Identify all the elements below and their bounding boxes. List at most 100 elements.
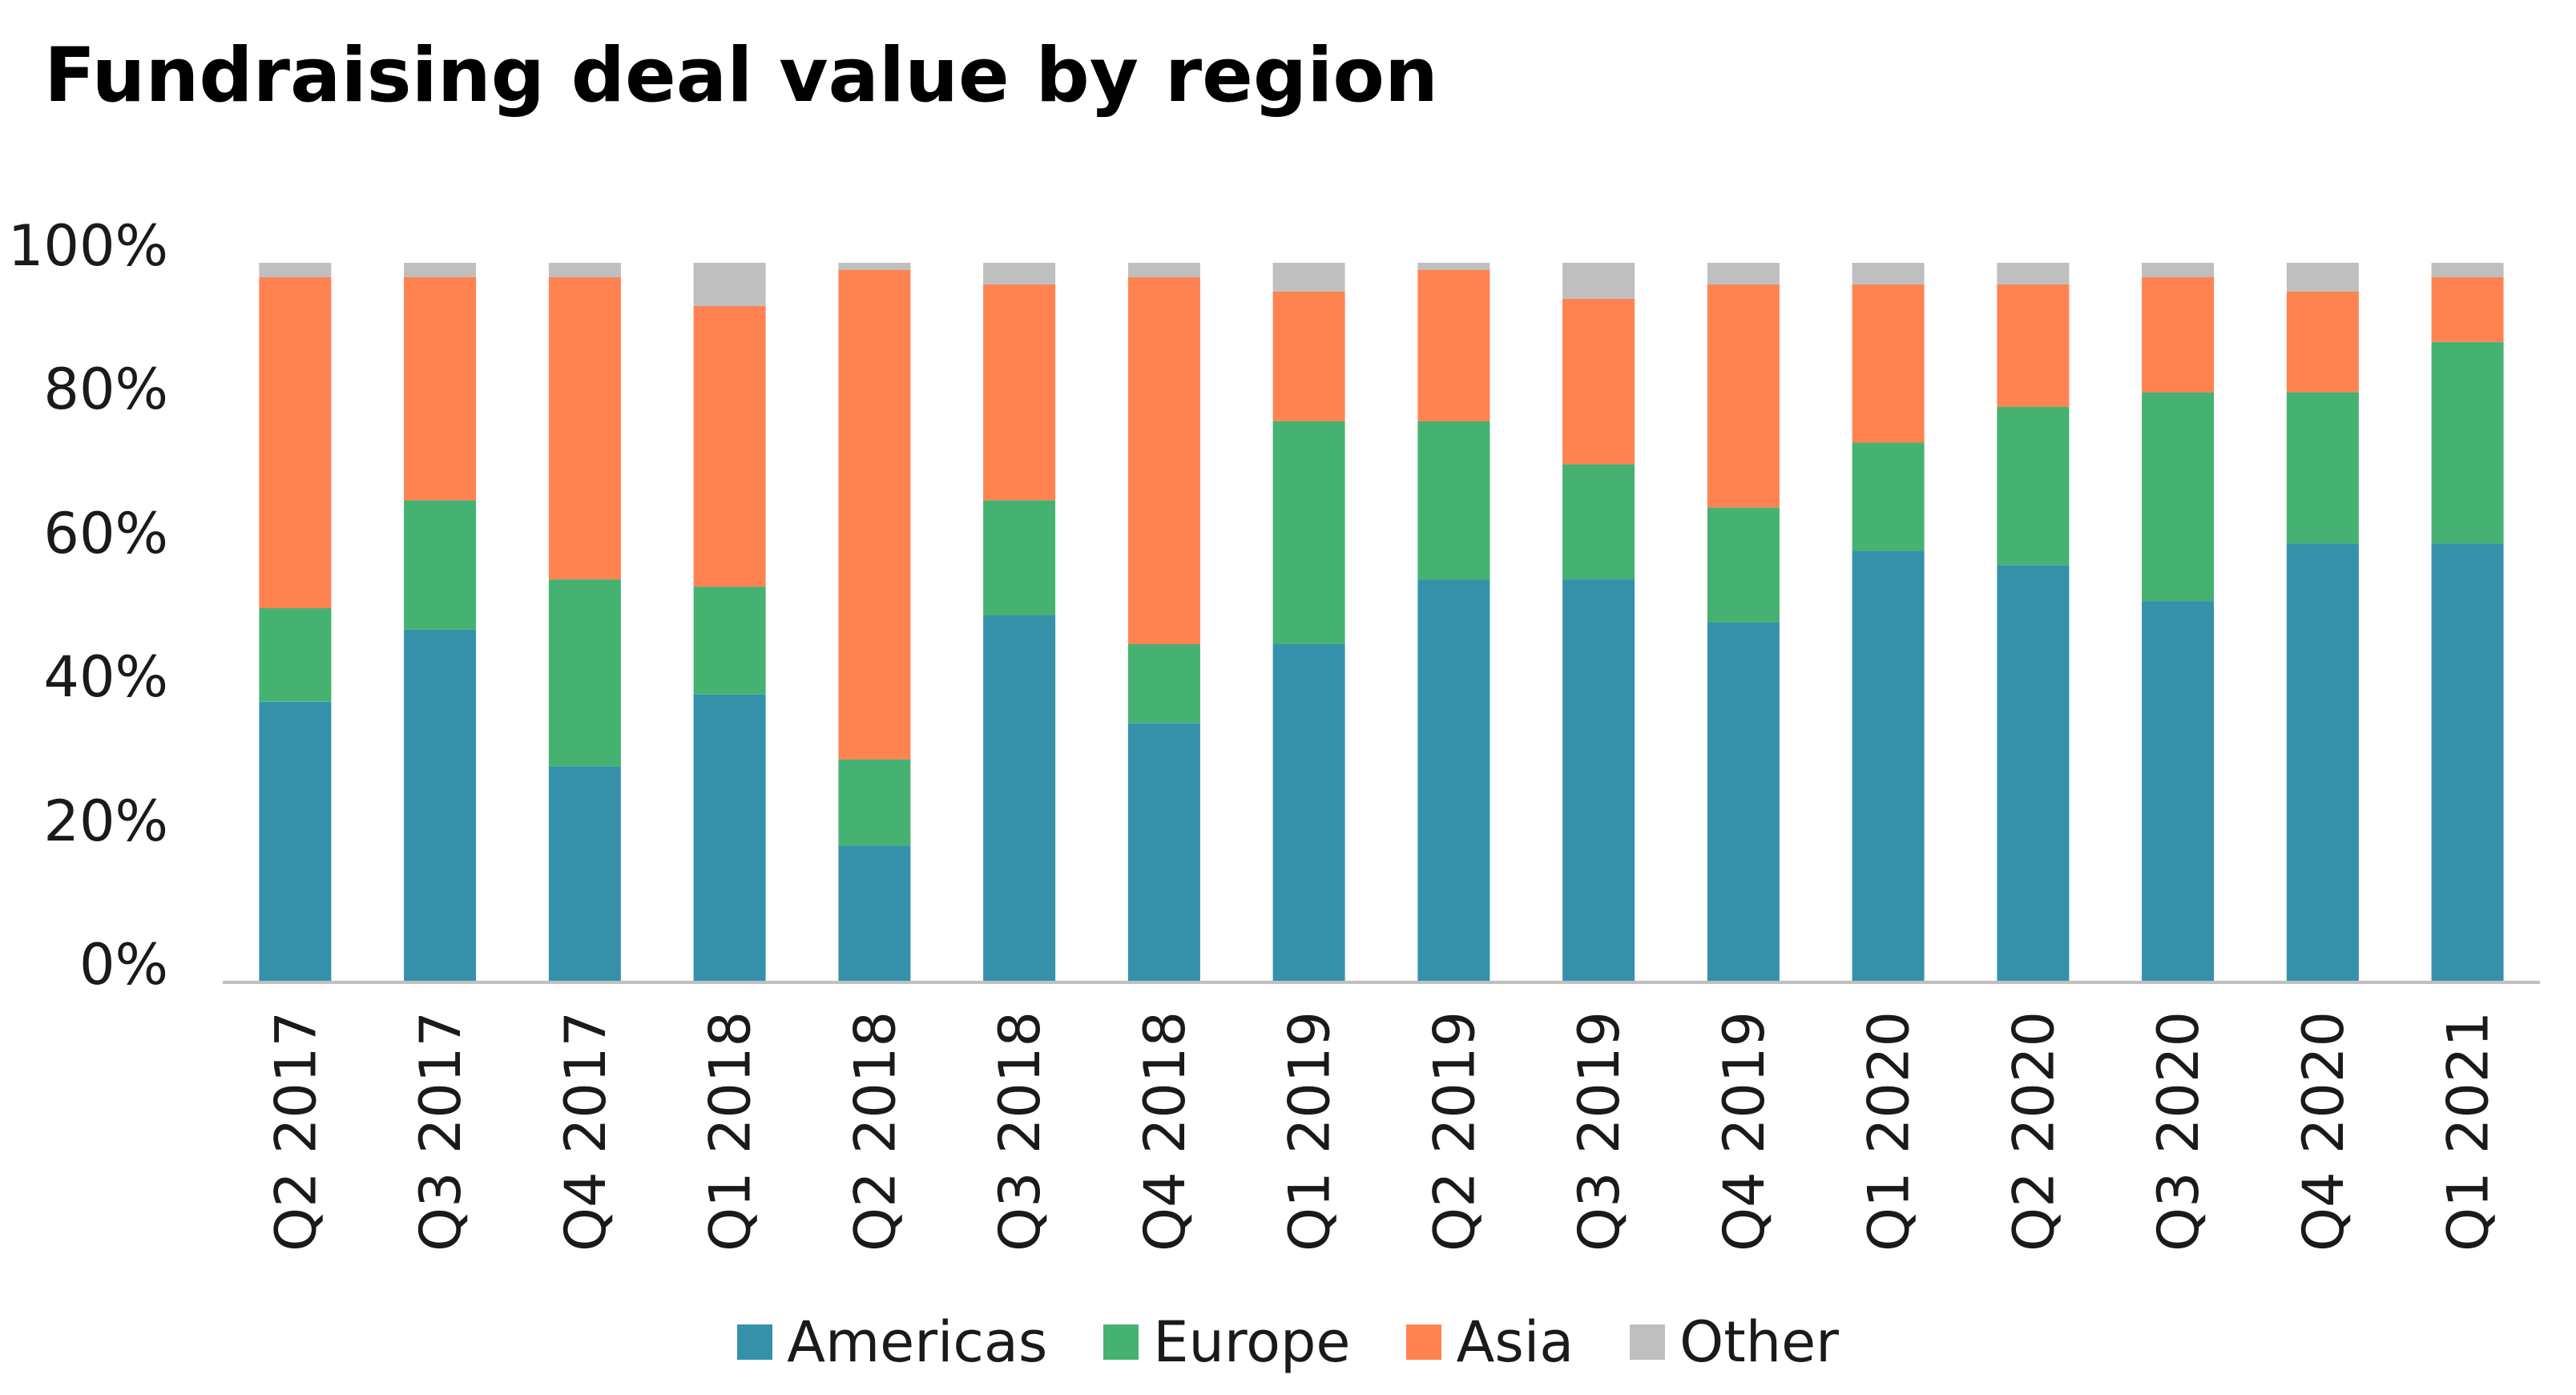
- y-tick-label: 40%: [43, 644, 168, 710]
- bar-segment-americas: [1852, 550, 1925, 982]
- legend: Americas Europe Asia Other: [0, 1306, 2576, 1378]
- bar-segment-other: [1417, 263, 1490, 270]
- legend-label-europe: Europe: [1153, 1309, 1351, 1375]
- bar-group: [2142, 263, 2215, 982]
- x-tick-label: Q3 2019: [1566, 1011, 1632, 1252]
- bar-segment-europe: [838, 759, 911, 846]
- bar-segment-asia: [404, 277, 477, 501]
- bar-group: [2286, 263, 2359, 982]
- bar-segment-other: [259, 263, 332, 277]
- x-tick-label: Q3 2017: [408, 1011, 474, 1252]
- bar-segment-other: [983, 263, 1056, 284]
- bar-segment-asia: [548, 277, 621, 580]
- legend-item-other: Other: [1630, 1309, 1839, 1375]
- bar-segment-asia: [693, 305, 766, 587]
- bar-segment-europe: [1562, 464, 1635, 580]
- x-tick-label: Q4 2019: [1711, 1011, 1777, 1252]
- bar-segment-europe: [693, 587, 766, 695]
- legend-swatch-americas: [737, 1324, 773, 1360]
- bar-segment-asia: [2142, 277, 2215, 393]
- y-tick-label: 60%: [43, 501, 168, 566]
- bar-group: [2431, 263, 2504, 982]
- x-tick-label: Q4 2017: [553, 1011, 619, 1252]
- bar-group: [1417, 263, 1490, 982]
- bar-group: [404, 263, 477, 982]
- bar-segment-europe: [2286, 392, 2359, 544]
- bar-segment-asia: [1417, 270, 1490, 421]
- x-tick-label: Q2 2019: [1421, 1011, 1487, 1252]
- x-tick-labels: Q2 2017 Q3 2017 Q4 2017 Q1 2018 Q2 2018 Q3 20…: [263, 1011, 2501, 1252]
- bar-segment-americas: [2142, 601, 2215, 982]
- legend-item-americas: Americas: [737, 1309, 1047, 1375]
- chart-title: Fundraising deal value by region: [44, 32, 1438, 119]
- bar-segment-europe: [1707, 507, 1780, 623]
- y-tick-label: 0%: [79, 932, 168, 998]
- legend-swatch-other: [1630, 1324, 1666, 1360]
- bar-segment-americas: [1707, 623, 1780, 982]
- bar-segment-americas: [1127, 723, 1200, 982]
- bar-segment-other: [1852, 263, 1925, 284]
- bar-segment-americas: [404, 630, 477, 982]
- bar-segment-other: [2431, 263, 2504, 277]
- bar-segment-asia: [1997, 284, 2070, 407]
- bar-segment-other: [1562, 263, 1635, 299]
- bar-group: [1127, 263, 1200, 982]
- bar-segment-americas: [548, 766, 621, 982]
- bar-segment-asia: [1852, 284, 1925, 443]
- bar-segment-americas: [1272, 643, 1345, 982]
- bar-segment-asia: [1272, 291, 1345, 421]
- x-tick-label: Q1 2021: [2436, 1011, 2501, 1252]
- y-axis-ticks: 0% 20% 40% 60% 80% 100%: [8, 213, 168, 998]
- x-tick-label: Q3 2018: [987, 1011, 1053, 1252]
- bar-segment-asia: [259, 277, 332, 609]
- legend-label-asia: Asia: [1456, 1309, 1574, 1375]
- bar-segment-asia: [838, 270, 911, 760]
- bar-segment-americas: [259, 701, 332, 982]
- legend-swatch-europe: [1103, 1324, 1139, 1360]
- bar-segment-asia: [1127, 277, 1200, 644]
- x-tick-label: Q2 2020: [2001, 1011, 2066, 1252]
- bar-segment-other: [548, 263, 621, 277]
- bar-segment-europe: [983, 500, 1056, 615]
- bar-segment-americas: [2286, 543, 2359, 982]
- x-tick-label: Q3 2020: [2146, 1011, 2211, 1252]
- legend-label-americas: Americas: [787, 1309, 1048, 1375]
- bar-segment-europe: [2142, 392, 2215, 601]
- bar-segment-americas: [983, 615, 1056, 982]
- bar-segment-americas: [838, 845, 911, 982]
- bar-segment-asia: [983, 284, 1056, 501]
- bar-segment-americas: [693, 694, 766, 982]
- bar-group: [1997, 263, 2070, 982]
- bar-segment-asia: [1562, 298, 1635, 465]
- bar-segment-europe: [1852, 442, 1925, 551]
- bar-segment-europe: [548, 579, 621, 767]
- bar-segment-europe: [1272, 421, 1345, 644]
- x-tick-label: Q4 2020: [2291, 1011, 2356, 1252]
- legend-label-other: Other: [1679, 1309, 1839, 1375]
- x-tick-label: Q4 2018: [1132, 1011, 1198, 1252]
- bar-segment-americas: [2431, 543, 2504, 982]
- bar-group: [259, 263, 332, 982]
- legend-item-asia: Asia: [1406, 1309, 1574, 1375]
- bar-group: [693, 263, 766, 982]
- x-tick-label: Q1 2020: [1856, 1011, 1922, 1252]
- bar-segment-europe: [404, 500, 477, 630]
- bar-group: [983, 263, 1056, 982]
- bar-segment-asia: [2286, 291, 2359, 393]
- bar-segment-other: [2286, 263, 2359, 292]
- bar-group: [548, 263, 621, 982]
- x-tick-label: Q2 2017: [263, 1011, 329, 1252]
- bar-segment-europe: [2431, 341, 2504, 544]
- legend-swatch-asia: [1406, 1324, 1442, 1360]
- x-tick-label: Q2 2018: [842, 1011, 908, 1252]
- bar-groups: [259, 263, 2504, 982]
- bar-segment-americas: [1997, 565, 2070, 982]
- legend-item-europe: Europe: [1103, 1309, 1350, 1375]
- bar-segment-asia: [2431, 277, 2504, 342]
- bar-group: [838, 263, 911, 982]
- bar-segment-americas: [1562, 579, 1635, 982]
- bar-segment-other: [404, 263, 477, 277]
- bar-segment-europe: [1997, 406, 2070, 566]
- bar-segment-other: [1997, 263, 2070, 284]
